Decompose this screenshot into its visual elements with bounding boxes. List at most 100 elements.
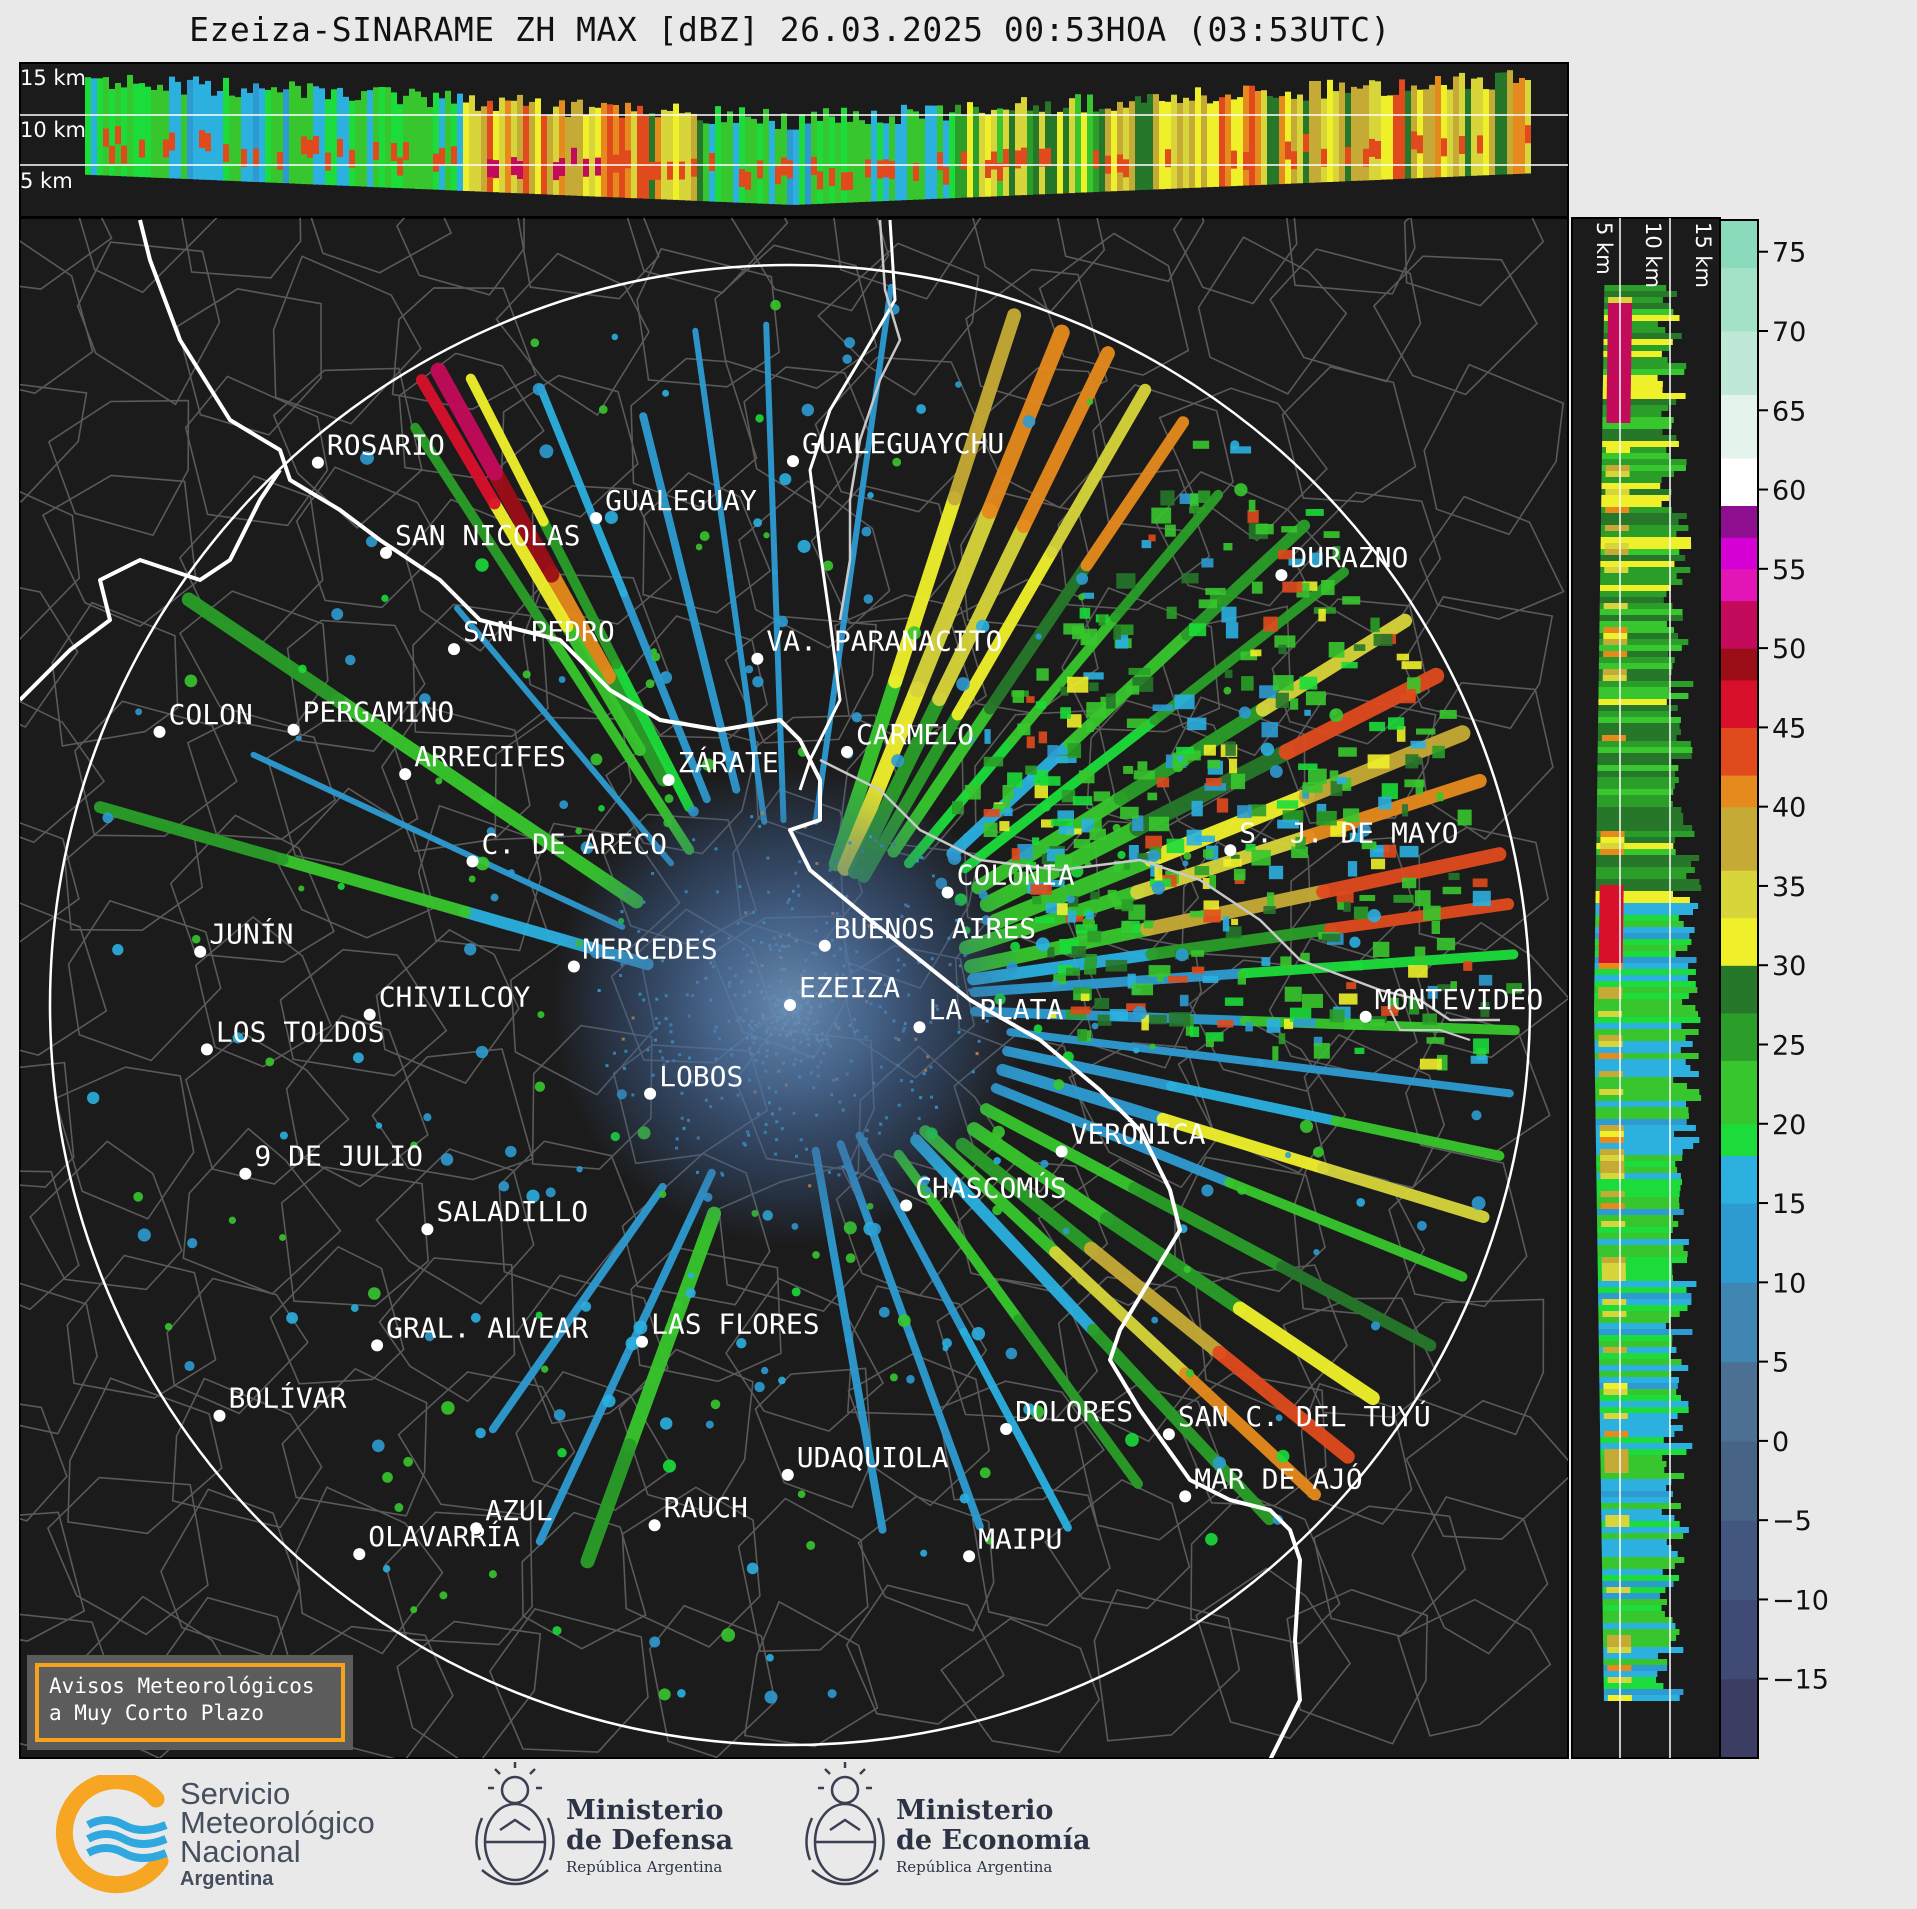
echo-speck bbox=[797, 1490, 806, 1499]
echo-cell bbox=[1105, 693, 1116, 709]
echo-speck bbox=[530, 338, 540, 348]
echo-cell bbox=[1337, 902, 1344, 910]
echo-cell bbox=[1248, 804, 1267, 817]
echo-ray bbox=[1179, 1367, 1321, 1501]
echo-cell bbox=[1437, 984, 1452, 991]
city-label: MAR DE AJÓ bbox=[1194, 1461, 1363, 1495]
echo-speck bbox=[435, 777, 443, 785]
colorbar-block bbox=[1720, 1060, 1758, 1077]
city-label: GUALEGUAYCHU bbox=[802, 427, 1004, 460]
echo-cell bbox=[1284, 986, 1302, 1002]
side-echo-row bbox=[1603, 363, 1687, 369]
side-echo-core bbox=[1606, 411, 1631, 417]
echo-cell bbox=[1419, 1058, 1442, 1070]
echo-cell bbox=[1166, 838, 1185, 854]
echo-speck bbox=[1212, 1456, 1226, 1470]
echo-cell bbox=[1278, 1033, 1286, 1045]
echo-cell bbox=[1126, 718, 1148, 729]
echo-cell bbox=[1032, 896, 1042, 905]
avisos-box[interactable]: Avisos Meteorológicos a Muy Corto Plazo bbox=[27, 1655, 353, 1750]
top-echo-core bbox=[829, 168, 835, 186]
side-echo-row bbox=[1602, 441, 1679, 447]
echo-cell bbox=[1051, 818, 1073, 827]
district-boundary bbox=[1413, 1298, 1545, 1436]
colorbar-block bbox=[1720, 1361, 1758, 1379]
echo-speck bbox=[736, 1338, 747, 1349]
echo-ray bbox=[996, 1063, 1169, 1125]
echo-cell bbox=[1399, 845, 1419, 858]
side-echo-row bbox=[1594, 1011, 1698, 1017]
side-echo-row bbox=[1598, 669, 1672, 675]
side-echo-core bbox=[1605, 489, 1630, 495]
city-dot bbox=[363, 1008, 376, 1021]
echo-cell bbox=[1086, 702, 1107, 718]
top-echo-column bbox=[691, 113, 697, 201]
echo-ray bbox=[951, 546, 1058, 721]
echo-cell bbox=[1370, 617, 1380, 633]
echo-speck bbox=[1276, 1449, 1290, 1463]
echo-speck bbox=[1033, 1024, 1043, 1034]
echo-cell bbox=[1203, 744, 1216, 756]
top-echo-column bbox=[1507, 70, 1513, 175]
echo-cell bbox=[1191, 966, 1205, 974]
echo-ray bbox=[947, 308, 1022, 506]
echo-speck bbox=[1285, 1152, 1292, 1159]
side-echo-row bbox=[1602, 411, 1662, 417]
echo-cell bbox=[1295, 836, 1306, 849]
city-dot bbox=[371, 1339, 384, 1352]
top-echo-column bbox=[751, 118, 757, 204]
echo-ray bbox=[561, 620, 646, 756]
echo-cell bbox=[1217, 1019, 1234, 1028]
colorbar-block bbox=[1720, 1583, 1758, 1601]
echo-speck bbox=[580, 1301, 592, 1312]
district-boundary bbox=[20, 1511, 86, 1642]
top-echo-column bbox=[91, 78, 97, 176]
side-echo-row bbox=[1599, 1377, 1679, 1383]
echo-speck bbox=[464, 943, 477, 956]
echo-cell bbox=[1328, 642, 1345, 658]
top-echo-column bbox=[1405, 90, 1411, 179]
echo-speck bbox=[625, 1336, 640, 1351]
top-echo-column bbox=[655, 117, 661, 200]
district-boundary bbox=[269, 1245, 405, 1385]
echo-speck bbox=[1183, 852, 1192, 860]
echo-cell bbox=[1225, 926, 1242, 939]
colorbar-tick-label: −10 bbox=[1772, 1585, 1829, 1616]
side-echo-row bbox=[1597, 1239, 1689, 1245]
echo-ray bbox=[906, 1331, 984, 1531]
echo-cell bbox=[1047, 745, 1059, 758]
city-dot bbox=[1000, 1423, 1013, 1435]
coastline-path bbox=[1389, 1009, 1471, 1041]
side-echo-row bbox=[1599, 1419, 1671, 1425]
colorbar-block bbox=[1720, 235, 1758, 253]
echo-speck bbox=[1035, 937, 1050, 952]
echo-cell bbox=[1160, 490, 1175, 506]
echo-cell bbox=[1191, 950, 1204, 957]
height-label-10km: 10 km bbox=[20, 118, 86, 142]
echo-cell bbox=[1205, 778, 1222, 787]
side-echo-row bbox=[1594, 1047, 1681, 1053]
echo-cell bbox=[1209, 590, 1221, 604]
top-echo-core bbox=[121, 145, 127, 164]
side-echo-row bbox=[1599, 645, 1682, 651]
colorbar-block bbox=[1720, 1203, 1758, 1220]
city-label: LAS FLORES bbox=[651, 1308, 820, 1341]
colorbar-block bbox=[1720, 822, 1758, 839]
echo-ray bbox=[932, 519, 1031, 707]
echo-cell bbox=[1405, 754, 1419, 769]
echo-speck bbox=[265, 1057, 275, 1067]
top-echo-column bbox=[415, 91, 421, 189]
top-echo-column bbox=[1225, 94, 1231, 187]
echo-cell bbox=[1436, 1054, 1448, 1071]
top-echo-core bbox=[205, 133, 211, 152]
echo-speck bbox=[1035, 633, 1042, 640]
top-echo-core bbox=[115, 126, 121, 145]
top-echo-column bbox=[397, 104, 403, 189]
city-label: S. J. DE MAYO bbox=[1239, 816, 1458, 849]
district-boundary bbox=[20, 1403, 68, 1522]
echo-cell bbox=[1055, 854, 1072, 867]
side-echo-row bbox=[1599, 621, 1667, 627]
echo-ray bbox=[946, 738, 1076, 860]
city-dot bbox=[1224, 844, 1237, 857]
